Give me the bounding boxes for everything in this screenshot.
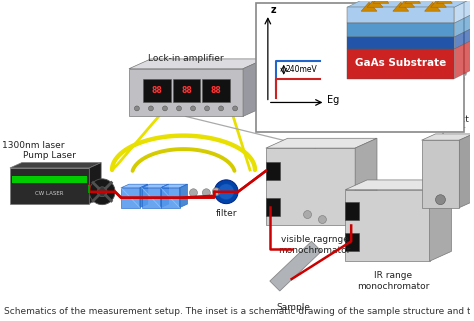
Circle shape xyxy=(191,106,195,111)
Circle shape xyxy=(89,179,115,205)
Text: Schematics of the measurement setup. The inset is a schematic drawing of the sam: Schematics of the measurement setup. The… xyxy=(4,307,474,316)
Polygon shape xyxy=(243,59,265,116)
Bar xyxy=(345,190,429,261)
Polygon shape xyxy=(161,184,169,208)
Bar xyxy=(347,23,455,37)
Bar xyxy=(266,148,355,225)
Polygon shape xyxy=(89,162,101,204)
Polygon shape xyxy=(430,0,447,7)
Text: 1300nm laser: 1300nm laser xyxy=(2,141,64,150)
Bar xyxy=(121,188,140,208)
Polygon shape xyxy=(142,184,169,188)
Bar xyxy=(256,3,464,132)
Polygon shape xyxy=(373,0,389,3)
Polygon shape xyxy=(455,27,474,49)
Polygon shape xyxy=(459,134,473,208)
Polygon shape xyxy=(429,180,451,261)
Circle shape xyxy=(233,106,237,111)
Ellipse shape xyxy=(470,2,474,91)
Text: z: z xyxy=(271,5,276,15)
Circle shape xyxy=(319,216,327,223)
Polygon shape xyxy=(140,184,148,208)
Polygon shape xyxy=(425,2,440,11)
Circle shape xyxy=(436,195,446,205)
Polygon shape xyxy=(121,184,148,188)
Circle shape xyxy=(218,184,234,200)
Circle shape xyxy=(176,106,182,111)
Circle shape xyxy=(202,189,210,197)
Polygon shape xyxy=(347,0,474,7)
Text: visible ragrnge
monochromator: visible ragrnge monochromator xyxy=(278,235,351,255)
Text: 240meV: 240meV xyxy=(286,65,318,74)
Bar xyxy=(266,198,280,216)
Polygon shape xyxy=(455,13,474,37)
Polygon shape xyxy=(266,138,377,148)
Text: 88: 88 xyxy=(151,86,162,95)
Text: 88: 88 xyxy=(211,86,222,95)
Text: GaAs Substrate: GaAs Substrate xyxy=(355,58,447,68)
Polygon shape xyxy=(437,0,452,3)
Circle shape xyxy=(214,180,238,204)
Circle shape xyxy=(303,211,311,219)
Polygon shape xyxy=(399,0,415,7)
Bar xyxy=(421,140,459,208)
Bar xyxy=(173,79,201,102)
Bar xyxy=(347,49,455,79)
Text: Lock-in amplifier: Lock-in amplifier xyxy=(148,54,224,63)
Polygon shape xyxy=(129,59,265,69)
Polygon shape xyxy=(367,0,383,7)
Text: IR range
monochromator: IR range monochromator xyxy=(357,271,429,291)
Bar xyxy=(129,69,243,116)
Polygon shape xyxy=(345,180,451,190)
Circle shape xyxy=(97,187,107,197)
Circle shape xyxy=(190,189,197,197)
Circle shape xyxy=(219,106,224,111)
Circle shape xyxy=(212,188,220,196)
Text: 88: 88 xyxy=(181,86,192,95)
Circle shape xyxy=(163,106,167,111)
Text: Eg: Eg xyxy=(328,95,340,106)
Bar xyxy=(345,202,359,220)
Bar xyxy=(10,168,89,204)
Circle shape xyxy=(135,106,139,111)
Bar xyxy=(347,37,455,49)
Text: Sample: Sample xyxy=(277,303,310,312)
Text: femtowatt
receiver: femtowatt receiver xyxy=(423,115,470,134)
Polygon shape xyxy=(161,184,188,188)
Polygon shape xyxy=(455,0,474,23)
Circle shape xyxy=(148,106,154,111)
Polygon shape xyxy=(405,0,420,3)
Bar xyxy=(345,233,359,251)
Polygon shape xyxy=(361,2,377,11)
Text: CW LASER: CW LASER xyxy=(36,191,64,196)
Bar xyxy=(12,176,87,183)
Polygon shape xyxy=(355,138,377,225)
Bar xyxy=(143,79,171,102)
Circle shape xyxy=(205,106,210,111)
Polygon shape xyxy=(421,134,473,140)
Polygon shape xyxy=(455,39,474,79)
Bar xyxy=(266,162,280,180)
Polygon shape xyxy=(393,2,409,11)
Bar xyxy=(161,188,180,208)
Bar xyxy=(202,79,230,102)
Bar xyxy=(142,188,161,208)
Text: filter: filter xyxy=(216,209,237,218)
Polygon shape xyxy=(270,241,321,291)
Polygon shape xyxy=(10,162,101,168)
Polygon shape xyxy=(180,184,188,208)
Bar xyxy=(347,7,455,23)
Text: Pump Laser: Pump Laser xyxy=(23,151,76,160)
